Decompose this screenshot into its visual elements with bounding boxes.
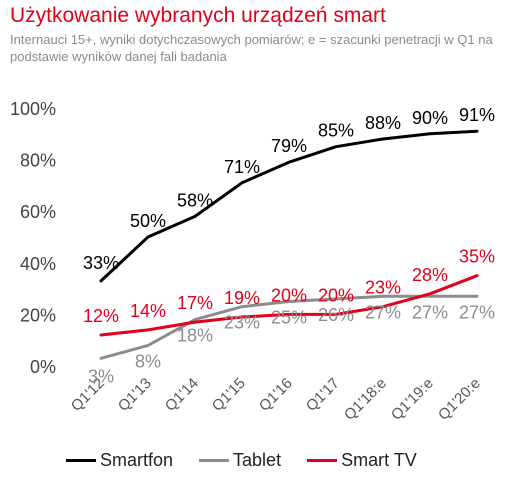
x-tick-label: Q1'19:e bbox=[388, 375, 437, 424]
y-axis: 0% 20% 40% 60% 80% 100% bbox=[10, 99, 56, 377]
data-label-smart-tv: 14% bbox=[130, 301, 166, 321]
series-line-tablet bbox=[99, 294, 479, 360]
data-label-tablet: 27% bbox=[459, 302, 495, 322]
series-lines bbox=[99, 129, 479, 360]
legend-item-tablet: Tablet bbox=[199, 450, 281, 471]
x-tick-label: Q1'17 bbox=[303, 375, 343, 415]
data-label-tablet: 3% bbox=[88, 366, 114, 386]
chart-subtitle: Internauci 15+, wyniki dotychczasowych p… bbox=[10, 32, 493, 64]
y-tick-label: 100% bbox=[10, 99, 56, 119]
data-label-tablet: 8% bbox=[135, 351, 161, 371]
data-label-smart-tv: 20% bbox=[318, 285, 354, 305]
x-tick-label: Q1'15 bbox=[209, 375, 249, 415]
data-label-smartfon: 33% bbox=[83, 253, 119, 273]
x-tick-label: Q1'13 bbox=[115, 375, 155, 415]
data-label-smartfon: 88% bbox=[365, 113, 401, 133]
y-tick-label: 20% bbox=[20, 305, 56, 325]
data-label-smartfon: 85% bbox=[318, 121, 354, 141]
legend-item-smartfon: Smartfon bbox=[66, 450, 173, 471]
series-line-smartfon bbox=[99, 129, 479, 283]
data-label-tablet: 27% bbox=[365, 302, 401, 322]
data-label-tablet: 23% bbox=[224, 313, 260, 333]
data-labels: 33% 50% 58% 71% 79% 85% 88% 90% 91% 3% 8% 18% 23% 25%… bbox=[83, 105, 495, 386]
series-line-smart-tv bbox=[99, 274, 479, 337]
data-label-tablet: 18% bbox=[177, 326, 213, 346]
y-tick-label: 40% bbox=[20, 254, 56, 274]
y-tick-label: 60% bbox=[20, 202, 56, 222]
y-tick-label: 0% bbox=[30, 357, 56, 377]
data-label-smart-tv: 12% bbox=[83, 306, 119, 326]
data-label-smart-tv: 19% bbox=[224, 288, 260, 308]
data-label-tablet: 27% bbox=[412, 302, 448, 322]
data-label-smart-tv: 20% bbox=[271, 285, 307, 305]
x-tick-label: Q1'14 bbox=[162, 375, 202, 415]
data-label-smartfon: 90% bbox=[412, 108, 448, 128]
x-tick-label: Q1'20:e bbox=[435, 375, 484, 424]
y-tick-label: 80% bbox=[20, 151, 56, 171]
data-label-smartfon: 58% bbox=[177, 190, 213, 210]
data-label-smart-tv: 17% bbox=[177, 293, 213, 313]
legend-swatch-smartfon bbox=[66, 459, 96, 462]
legend-label-smart-tv: Smart TV bbox=[341, 450, 417, 470]
legend: Smartfon Tablet Smart TV bbox=[66, 450, 443, 471]
x-axis: Q1'12 Q1'13 Q1'14 Q1'15 Q1'16 Q1'17Q1'18:eQ1'… bbox=[68, 375, 484, 424]
data-label-smart-tv: 35% bbox=[459, 247, 495, 267]
data-label-smartfon: 91% bbox=[459, 105, 495, 125]
x-tick-label: Q1'18:e bbox=[341, 375, 390, 424]
legend-swatch-smart-tv bbox=[307, 459, 338, 462]
legend-swatch-tablet bbox=[199, 459, 230, 462]
legend-label-tablet: Tablet bbox=[233, 450, 282, 470]
data-label-tablet: 26% bbox=[318, 305, 354, 325]
data-label-smartfon: 71% bbox=[224, 157, 260, 177]
data-label-smart-tv: 23% bbox=[365, 278, 401, 298]
x-tick-label: Q1'16 bbox=[256, 375, 296, 415]
legend-item-smart-tv: Smart TV bbox=[307, 450, 417, 471]
chart-title: Użytkowanie wybranych urządzeń smart bbox=[10, 4, 386, 27]
data-label-smartfon: 79% bbox=[271, 136, 307, 156]
legend-label-smartfon: Smartfon bbox=[100, 450, 174, 470]
data-label-smartfon: 50% bbox=[130, 211, 166, 231]
data-label-tablet: 25% bbox=[271, 308, 307, 328]
data-label-smart-tv: 28% bbox=[412, 265, 448, 285]
